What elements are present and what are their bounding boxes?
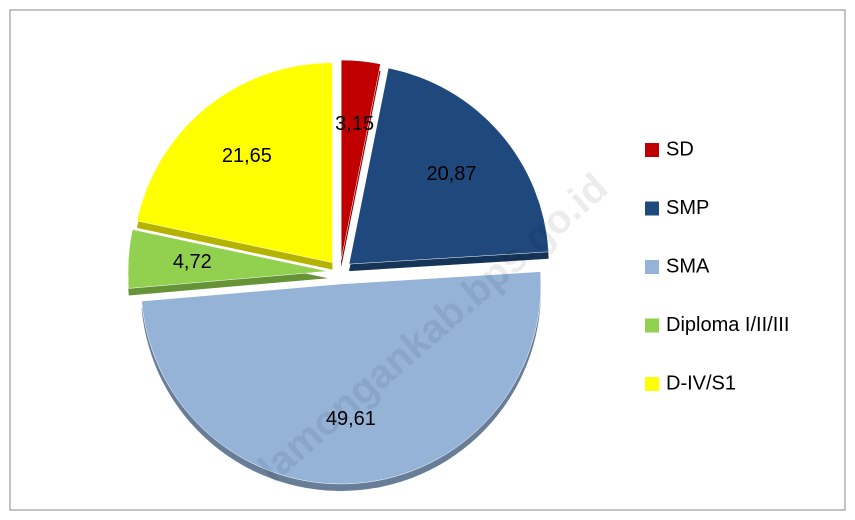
legend-label: SMP [666,197,709,219]
slice [141,271,542,485]
data-label: 4,72 [173,251,212,273]
legend-label: D-IV/S1 [666,372,736,394]
data-label: 20,87 [427,163,477,185]
legend: SD SMP SMA Diploma I/II/III D-IV/S1 [645,138,789,394]
data-label: 3,15 [335,113,374,135]
legend-swatch [645,318,659,333]
slice [340,59,381,261]
pie: 3,15 20,87 49,61 4,72 21,65 [127,59,549,491]
legend-swatch [645,260,659,274]
data-label: 21,65 [222,145,272,167]
legend-swatch [645,143,659,157]
slice [348,67,549,265]
data-label: 49,61 [326,408,376,430]
legend-swatch [645,377,659,391]
legend-label: SMA [666,255,710,277]
legend-swatch [645,201,659,216]
slice [127,229,329,289]
legend-label: Diploma I/II/III [666,314,789,336]
slice [136,62,333,263]
legend-label: SD [666,138,694,160]
